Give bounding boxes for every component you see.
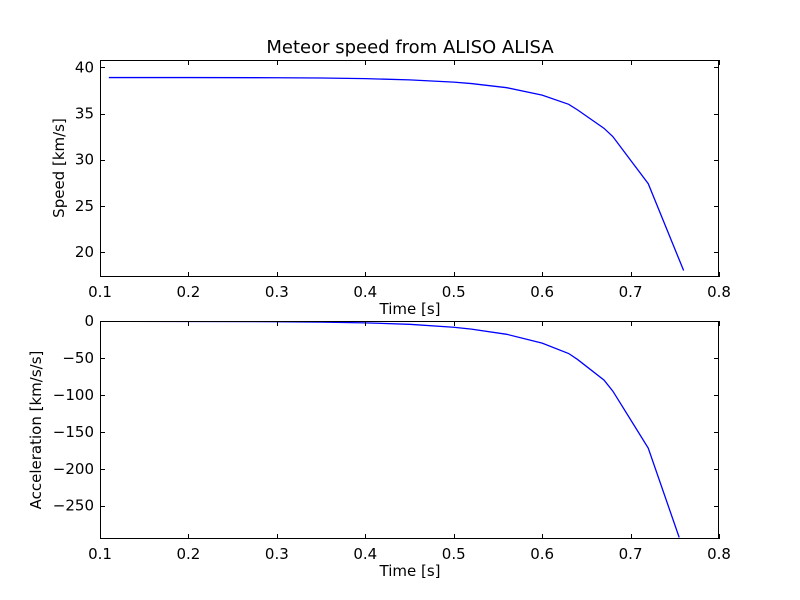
x-tick-label: 0.1 [88, 545, 112, 563]
y-tick-label: 30 [75, 151, 94, 169]
y-axis-label: Speed [km/s] [50, 118, 68, 218]
y-axis-label: Acceleration [km/s/s] [27, 351, 45, 510]
x-axis-label: Time [s] [379, 300, 441, 318]
y-tick-label: −200 [53, 460, 94, 478]
series-line [108, 76, 685, 271]
y-tick-label: −150 [53, 423, 94, 441]
x-tick-label: 0.7 [619, 545, 643, 563]
x-tick-label: 0.4 [353, 283, 377, 301]
y-tick-label: 25 [75, 197, 94, 215]
x-axis-label: Time [s] [379, 562, 441, 580]
plot-frame [100, 321, 719, 539]
x-tick-label: 0.2 [176, 545, 200, 563]
y-tick-label: −50 [62, 349, 94, 367]
x-tick-label: 0.5 [442, 283, 466, 301]
x-tick-label: 0.5 [442, 545, 466, 563]
x-tick-label: 0.8 [707, 283, 731, 301]
y-tick-label: 40 [75, 58, 94, 76]
y-tick-label: 35 [75, 105, 94, 123]
y-tick-label: −250 [53, 497, 94, 515]
x-tick-label: 0.3 [265, 545, 289, 563]
x-tick-label: 0.3 [265, 283, 289, 301]
x-tick-label: 0.6 [530, 283, 554, 301]
plot-frame [100, 60, 719, 277]
x-tick-label: 0.4 [353, 545, 377, 563]
y-tick-label: −100 [53, 386, 94, 404]
x-tick-label: 0.8 [707, 545, 731, 563]
x-tick-label: 0.7 [619, 283, 643, 301]
x-tick-label: 0.2 [176, 283, 200, 301]
x-tick-label: 0.1 [88, 283, 112, 301]
x-tick-label: 0.6 [530, 545, 554, 563]
chart-title: Meteor speed from ALISO ALISA [266, 37, 554, 58]
y-tick-label: 0 [84, 312, 94, 330]
y-tick-label: 20 [75, 243, 94, 261]
acceleration-plot: Time [s] Acceleration [km/s/s] 0.1 0.2 0.3… [27, 312, 731, 580]
speed-plot: Meteor speed from ALISO ALISA Time [s] S… [50, 37, 731, 318]
